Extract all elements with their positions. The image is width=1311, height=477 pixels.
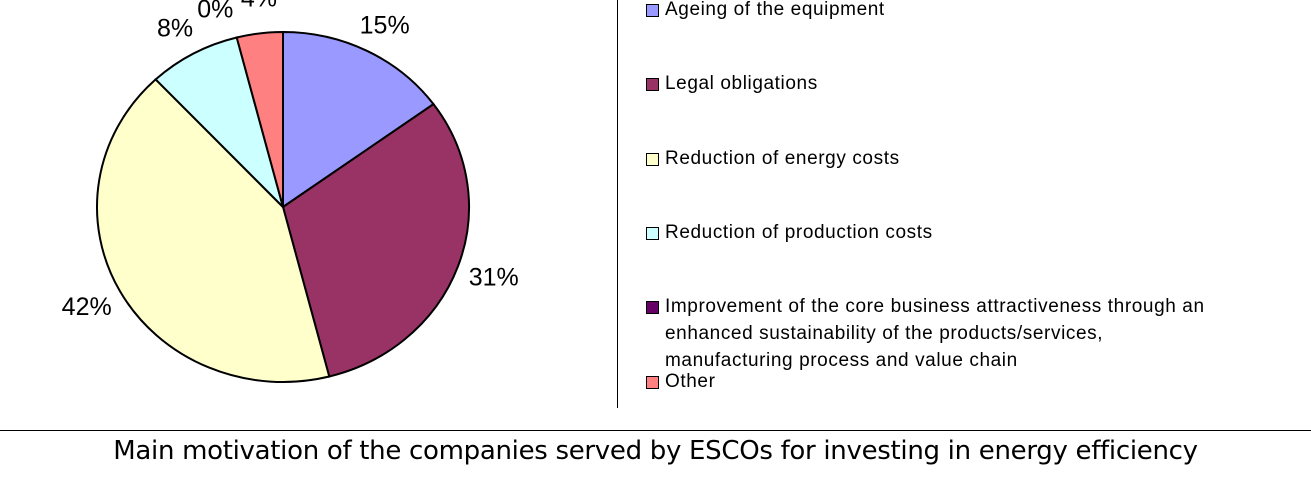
legend-label-line: manufacturing process and value chain — [665, 350, 1018, 371]
legend-divider — [617, 0, 618, 408]
legend-swatch — [646, 376, 659, 389]
legend-swatch — [646, 227, 659, 240]
legend-label: Other — [665, 371, 716, 392]
legend-swatch — [646, 78, 659, 91]
pie-slice — [96, 78, 331, 383]
pie-chart: 15% 31% 42% 8%0% 4% — [62, 0, 519, 383]
chart-caption: Main motivation of the companies served … — [113, 436, 1198, 466]
data-label: 15% — [360, 11, 410, 39]
legend-item: Improvement of the core business attract… — [646, 293, 1205, 374]
legend-label: Improvement of the core business attract… — [665, 293, 1205, 374]
legend-item: Legal obligations — [646, 70, 818, 97]
legend-label: Legal obligations — [665, 73, 818, 94]
legend-label: Reduction of production costs — [665, 222, 933, 243]
legend-label: Ageing of the equipment — [665, 0, 885, 20]
data-label: 8% — [157, 14, 193, 42]
pie-slice — [282, 30, 435, 209]
data-label: 4% — [241, 0, 277, 13]
legend-item: Reduction of production costs — [646, 219, 933, 246]
pie-slice — [235, 30, 284, 208]
legend-label-line: enhanced sustainability of the products/… — [665, 323, 1104, 344]
legend-item: Other — [646, 368, 716, 395]
data-label: 42% — [62, 293, 112, 321]
data-label: 0% — [197, 0, 233, 23]
legend-swatch — [646, 301, 659, 314]
legend-swatch — [646, 4, 659, 17]
legend-swatch — [646, 153, 659, 166]
pie-slice — [281, 102, 470, 378]
caption-divider — [0, 430, 1311, 431]
legend-label-line: Improvement of the core business attract… — [665, 296, 1205, 317]
legend-label: Reduction of energy costs — [665, 148, 900, 169]
legend-item: Ageing of the equipment — [646, 0, 885, 23]
data-label: 31% — [469, 263, 519, 291]
pie-slice — [154, 36, 285, 211]
legend-item: Reduction of energy costs — [646, 145, 900, 172]
